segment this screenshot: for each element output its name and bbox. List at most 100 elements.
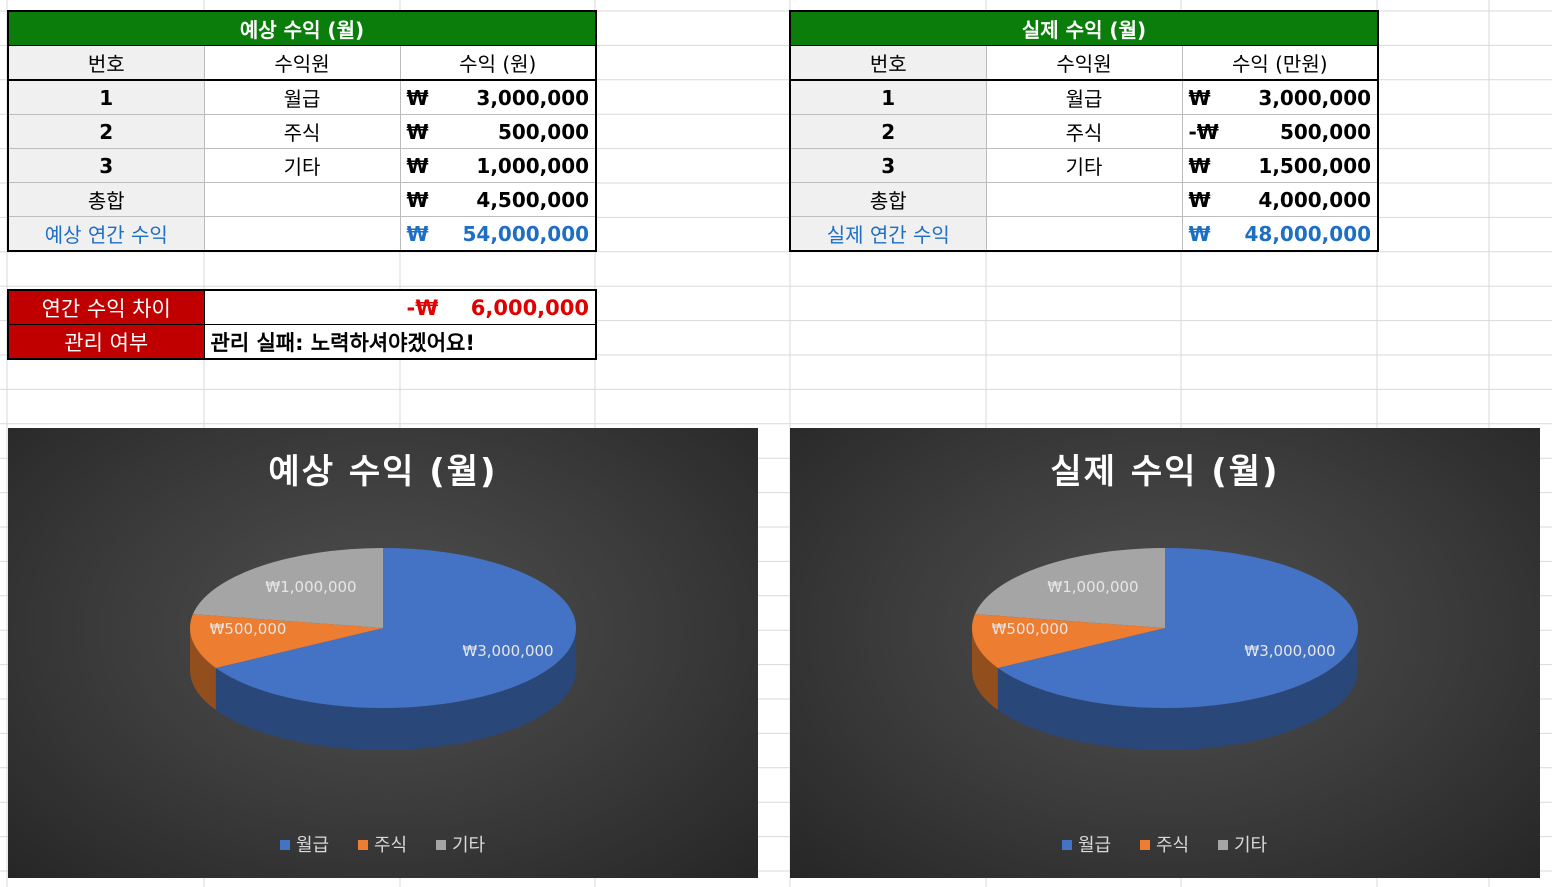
header-amount[interactable]: 수익 (만원)	[1181, 45, 1379, 81]
empty-cell[interactable]	[203, 182, 401, 217]
header-number[interactable]: 번호	[7, 45, 205, 81]
empty-cell[interactable]	[203, 216, 401, 252]
row-source[interactable]: 기타	[985, 148, 1183, 183]
table-row: 3 기타 ₩1,000,000	[7, 148, 597, 183]
total-label[interactable]: 총합	[789, 182, 987, 217]
legend-label: 주식	[374, 835, 407, 856]
data-label: ₩1,000,000	[265, 578, 356, 596]
won-symbol: ₩	[406, 119, 429, 144]
row-number[interactable]: 2	[789, 114, 987, 149]
won-symbol: ₩	[1188, 221, 1211, 246]
row-source[interactable]: 주식	[203, 114, 401, 149]
legend-label: 기타	[1234, 835, 1268, 856]
header-number[interactable]: 번호	[789, 45, 987, 81]
amount-value: 4,500,000	[476, 187, 590, 212]
won-symbol: ₩	[1188, 85, 1211, 110]
expected-income-table: 예상 수익 (월) 번호 수익원 수익 (원) 1 월급 ₩3,000,000 …	[7, 10, 598, 252]
legend-label: 월급	[296, 835, 329, 856]
row-amount[interactable]: ₩500,000	[399, 114, 597, 149]
legend-swatch	[358, 840, 368, 850]
row-number[interactable]: 3	[7, 148, 205, 183]
amount-value: 500,000	[1279, 119, 1372, 144]
amount-value: 54,000,000	[462, 221, 590, 246]
legend-label: 월급	[1078, 835, 1111, 856]
legend-swatch	[1140, 840, 1150, 850]
table-row: 2 주식 -₩ 500,000	[789, 114, 1379, 149]
row-number[interactable]: 1	[789, 79, 987, 115]
table-row: 1 월급 ₩3,000,000	[789, 79, 1379, 115]
total-row: 총합 ₩4,500,000	[7, 182, 597, 217]
amount-value: 500,000	[497, 119, 590, 144]
header-source[interactable]: 수익원	[203, 45, 401, 81]
pie-slice-side-주식	[972, 628, 998, 710]
won-symbol: ₩	[1188, 187, 1211, 212]
row-amount[interactable]: ₩1,500,000	[1181, 148, 1379, 183]
legend-label: 주식	[1156, 835, 1189, 856]
annual-label[interactable]: 실제 연간 수익	[789, 216, 987, 252]
row-number[interactable]: 3	[789, 148, 987, 183]
chart-legend: 월급 주식 기타	[280, 835, 486, 856]
total-row: 총합 ₩4,000,000	[789, 182, 1379, 217]
total-amount[interactable]: ₩4,500,000	[399, 182, 597, 217]
annual-amount[interactable]: ₩54,000,000	[399, 216, 597, 252]
legend-swatch	[1218, 840, 1228, 850]
chart-title: 예상 수익 (월)	[268, 452, 497, 492]
diff-label[interactable]: 연간 수익 차이	[7, 289, 205, 325]
pie-slice-기타[interactable]	[974, 548, 1165, 628]
header-amount[interactable]: 수익 (원)	[399, 45, 597, 81]
pie-slice-월급[interactable]	[997, 548, 1358, 708]
expected-title[interactable]: 예상 수익 (월)	[7, 10, 597, 46]
annual-label[interactable]: 예상 연간 수익	[7, 216, 205, 252]
total-amount[interactable]: ₩4,000,000	[1181, 182, 1379, 217]
row-amount[interactable]: ₩3,000,000	[399, 79, 597, 115]
won-symbol: -₩	[406, 295, 439, 320]
actual-income-table: 실제 수익 (월) 번호 수익원 수익 (만원) 1 월급 ₩3,000,000…	[789, 10, 1380, 252]
row-source[interactable]: 기타	[203, 148, 401, 183]
table-row: 2 주식 ₩500,000	[7, 114, 597, 149]
row-source[interactable]: 주식	[985, 114, 1183, 149]
empty-cell[interactable]	[985, 182, 1183, 217]
won-symbol: ₩	[406, 85, 429, 110]
expected-pie-chart[interactable]: 예상 수익 (월) ₩3,000,000 ₩500,000 ₩1,000,000 월급 주…	[8, 428, 758, 878]
actual-title[interactable]: 실제 수익 (월)	[789, 10, 1379, 46]
pie-chart-svg: 실제 수익 (월) ₩3,000,000 ₩500,000 ₩1,000,000 월급 주…	[972, 452, 1358, 856]
status-label[interactable]: 관리 여부	[7, 324, 205, 360]
pie-slice-side-주식	[190, 628, 216, 710]
won-symbol: ₩	[1188, 153, 1211, 178]
row-amount[interactable]: ₩3,000,000	[1181, 79, 1379, 115]
pie-slice-side-월급	[215, 628, 576, 750]
table-row: 3 기타 ₩1,500,000	[789, 148, 1379, 183]
pie-slice-기타[interactable]	[192, 548, 383, 628]
legend-label: 기타	[452, 835, 486, 856]
data-label: ₩500,000	[210, 620, 287, 638]
row-number[interactable]: 2	[7, 114, 205, 149]
amount-value: 1,500,000	[1258, 153, 1372, 178]
pie-slice-side-월급	[997, 628, 1358, 750]
pie-slice-주식[interactable]	[189, 614, 383, 668]
pie-slice-주식[interactable]	[972, 614, 1165, 668]
amount-value: 1,000,000	[476, 153, 590, 178]
won-symbol: -₩	[1188, 119, 1219, 144]
pie-chart-svg: 예상 수익 (월) ₩3,000,000 ₩500,000 ₩1,000,000 월급 주…	[189, 452, 576, 856]
summary-table: 연간 수익 차이 -₩ 6,000,000 관리 여부 관리 실패: 노력하셔야겠…	[7, 289, 597, 360]
chart-title: 실제 수익 (월)	[1050, 452, 1279, 492]
status-text[interactable]: 관리 실패: 노력하셔야겠어요!	[203, 324, 597, 360]
header-source[interactable]: 수익원	[985, 45, 1183, 81]
row-amount[interactable]: -₩ 500,000	[1181, 114, 1379, 149]
annual-row: 예상 연간 수익 ₩54,000,000	[7, 216, 597, 252]
total-label[interactable]: 총합	[7, 182, 205, 217]
amount-value: 6,000,000	[470, 295, 589, 320]
row-number[interactable]: 1	[7, 79, 205, 115]
pie-slice-월급[interactable]	[215, 548, 576, 708]
diff-amount[interactable]: -₩ 6,000,000	[203, 289, 597, 325]
annual-amount[interactable]: ₩48,000,000	[1181, 216, 1379, 252]
actual-pie-chart[interactable]: 실제 수익 (월) ₩3,000,000 ₩500,000 ₩1,000,000 월급 주…	[790, 428, 1540, 878]
amount-value: 3,000,000	[1258, 85, 1372, 110]
empty-cell[interactable]	[985, 216, 1183, 252]
amount-value: 48,000,000	[1244, 221, 1372, 246]
row-source[interactable]: 월급	[203, 79, 401, 115]
row-amount[interactable]: ₩1,000,000	[399, 148, 597, 183]
annual-row: 실제 연간 수익 ₩48,000,000	[789, 216, 1379, 252]
row-source[interactable]: 월급	[985, 79, 1183, 115]
pie-side-walls	[972, 628, 1358, 750]
